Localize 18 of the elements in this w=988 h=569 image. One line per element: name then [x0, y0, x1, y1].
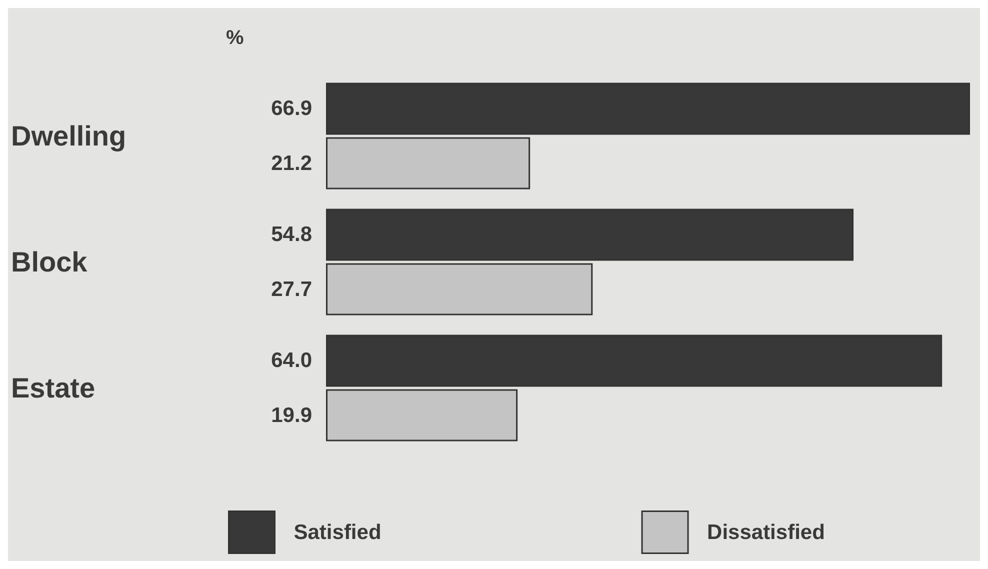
data-label: 19.9 — [271, 404, 312, 427]
bar — [326, 82, 970, 135]
legend-label: Satisfied — [294, 520, 382, 544]
data-label: 66.9 — [271, 97, 312, 120]
y-tick-label: Dwelling — [11, 120, 126, 152]
bar — [326, 263, 593, 316]
y-tick-label: Block — [11, 246, 88, 278]
bar — [326, 334, 942, 387]
x-axis-title: % — [226, 27, 244, 49]
bar — [326, 389, 518, 442]
data-label: 21.2 — [271, 152, 312, 175]
data-label: 27.7 — [271, 278, 312, 301]
bar — [326, 208, 854, 261]
data-label: 54.8 — [271, 223, 312, 246]
data-label: 64.0 — [271, 349, 312, 372]
y-tick-label: Estate — [11, 372, 96, 404]
legend-label: Dissatisfied — [707, 520, 825, 544]
bar — [326, 137, 530, 190]
